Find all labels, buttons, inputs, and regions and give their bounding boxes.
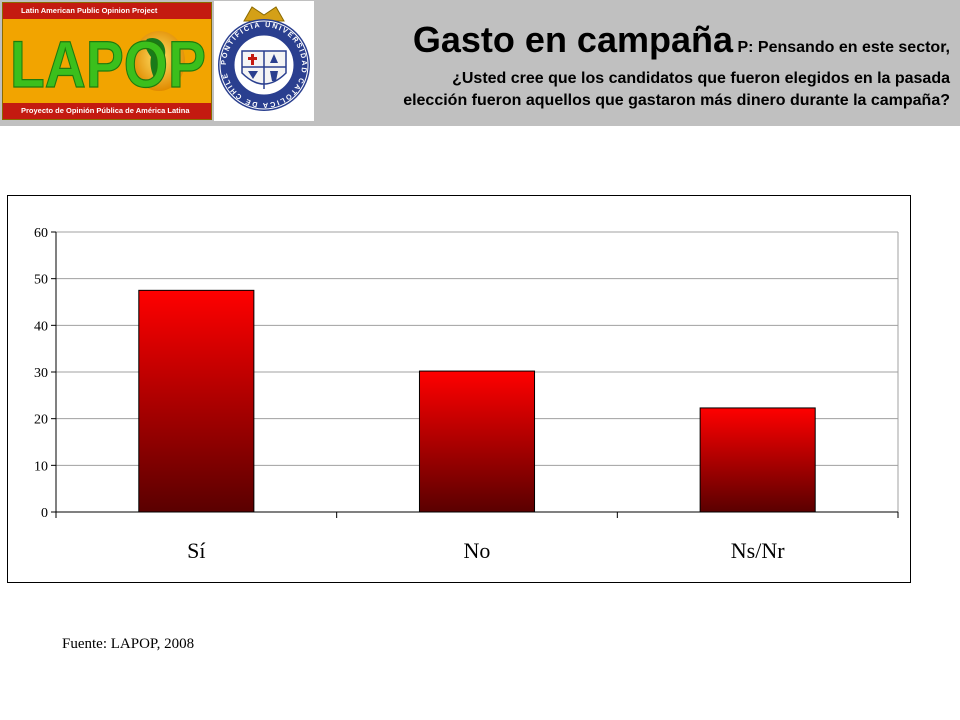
crown-icon: [243, 6, 285, 22]
y-tick-label: 50: [34, 273, 48, 288]
question-prefix: P: Pensando en este sector,: [737, 39, 950, 56]
y-tick-label: 20: [34, 413, 48, 428]
x-tick-label: Sí: [187, 538, 205, 563]
logo-bottom-band: Proyecto de Opinión Pública de América L…: [3, 103, 211, 119]
y-tick-label: 40: [34, 319, 48, 334]
bar-chart: 0 10 20 30 40 50 60 Sí No Ns/Nr: [34, 226, 899, 563]
page-title: Gasto en campaña: [412, 19, 734, 60]
bar-2: [418, 370, 536, 513]
x-tick-label: Ns/Nr: [731, 538, 785, 563]
logo-word: LAPOP: [10, 27, 206, 101]
lapop-wordmark: LAPOP: [9, 26, 206, 101]
logo-bottom-text: Proyecto de Opinión Pública de América L…: [21, 106, 190, 115]
south-america-icon: [145, 37, 166, 83]
university-seal: PONTIFICIA UNIVERSIDAD CATÓLICA DE CHILE: [214, 1, 314, 121]
lapop-logo: Latin American Public Opinion Project LA…: [2, 2, 212, 120]
source-note: Fuente: LAPOP, 2008: [62, 636, 195, 652]
x-tick-label: No: [464, 538, 491, 563]
logo-top-text: Latin American Public Opinion Project: [21, 6, 158, 15]
logo-top-band: Latin American Public Opinion Project: [3, 3, 211, 19]
y-tick-label: 0: [41, 506, 48, 521]
header-banner: Latin American Public Opinion Project LA…: [0, 0, 960, 126]
bar-1: [138, 289, 255, 513]
y-tick-label: 10: [34, 459, 48, 474]
chart-frame: 0 10 20 30 40 50 60 Sí No Ns/Nr: [7, 195, 911, 583]
bar-3: [699, 407, 816, 513]
y-tick-label: 60: [34, 226, 48, 241]
question-line-3: elección fueron aquellos que gastaron má…: [403, 92, 950, 109]
question-line-2: ¿Usted cree que los candidatos que fuero…: [452, 70, 950, 87]
title-block: Gasto en campaña P: Pensando en este sec…: [290, 20, 950, 112]
y-tick-label: 30: [34, 366, 48, 381]
